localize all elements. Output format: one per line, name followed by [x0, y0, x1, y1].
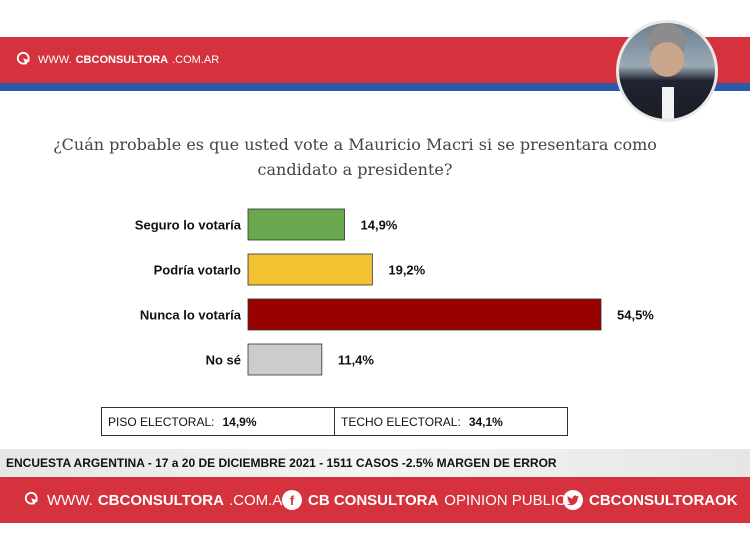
- twitter-link[interactable]: CBCONSULTORAOK: [563, 489, 738, 511]
- bar-chart: Seguro lo votaría 14,9% Podría votarlo 19,2…: [135, 208, 654, 376]
- cursor-click-icon: [24, 491, 39, 506]
- footer-website-link[interactable]: WWW. CBCONSULTORA .COM.AR: [24, 489, 293, 511]
- brand-www: WWW.: [38, 54, 72, 66]
- twitter-icon: [563, 490, 583, 510]
- bar: [247, 298, 602, 331]
- bar: [247, 253, 373, 286]
- top-banner-stripe: [0, 83, 750, 91]
- floor-label: PISO ELECTORAL:: [108, 414, 215, 429]
- value-label: 11,4%: [338, 353, 375, 368]
- facebook-icon: f: [282, 490, 302, 510]
- candidate-photo: [616, 20, 718, 122]
- facebook-link[interactable]: f CB CONSULTORA OPINION PUBLICA: [282, 489, 576, 511]
- ceiling-value: 34,1%: [468, 414, 503, 429]
- photo-shirt: [662, 87, 674, 119]
- facebook-name: CB CONSULTORA: [308, 491, 439, 509]
- value-label: 54,5%: [617, 308, 654, 323]
- category-label: Podría votarlo: [154, 263, 241, 278]
- brand-name: CBCONSULTORA: [75, 54, 169, 66]
- floor-cell: PISO ELECTORAL: 14,9%: [102, 408, 334, 435]
- footer-name: CBCONSULTORA: [97, 491, 224, 509]
- question-title: ¿Cuán probable es que usted vote a Mauri…: [53, 135, 657, 179]
- cursor-click-icon: [16, 51, 31, 66]
- footer-banner: [0, 477, 750, 523]
- category-label: Nunca lo votaría: [140, 308, 242, 323]
- category-label: No sé: [206, 353, 241, 368]
- twitter-handle: CBCONSULTORAOK: [589, 491, 738, 509]
- value-label: 14,9%: [361, 218, 398, 233]
- footer-tld: .COM.AR: [228, 491, 294, 509]
- ceiling-cell: TECHO ELECTORAL: 34,1%: [334, 408, 567, 435]
- brand-logo-top[interactable]: WWW. CBCONSULTORA .COM.AR: [16, 50, 219, 70]
- value-label: 19,2%: [388, 263, 425, 278]
- facebook-subtitle: OPINION PUBLICA: [444, 491, 576, 509]
- category-label: Seguro lo votaría: [135, 218, 242, 233]
- footer-www: WWW.: [47, 491, 93, 509]
- survey-note-band: [0, 449, 750, 477]
- survey-note: ENCUESTA ARGENTINA - 17 a 20 DE DICIEMBR…: [6, 456, 557, 470]
- ceiling-label: TECHO ELECTORAL:: [341, 414, 461, 429]
- bar: [247, 208, 345, 241]
- bar: [247, 343, 323, 376]
- electoral-stats-box: PISO ELECTORAL: 14,9% TECHO ELECTORAL: 3…: [101, 407, 568, 436]
- floor-value: 14,9%: [222, 414, 257, 429]
- brand-tld: .COM.AR: [172, 54, 220, 66]
